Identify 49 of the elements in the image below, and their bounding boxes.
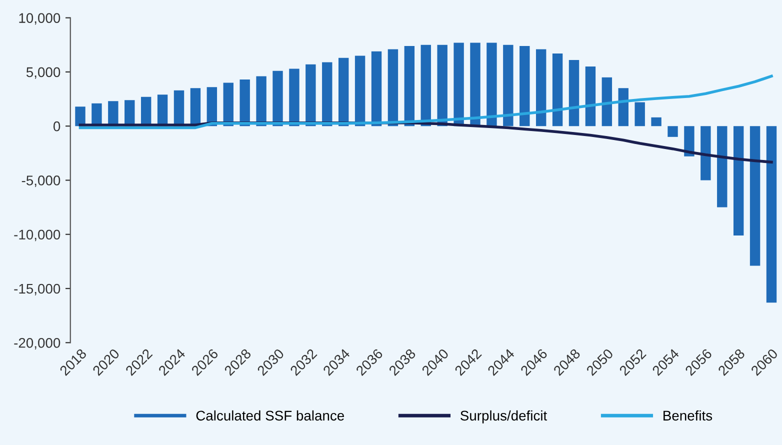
bar (618, 88, 628, 126)
bar (289, 68, 300, 126)
bar (486, 42, 497, 126)
bar (108, 101, 118, 126)
bar (552, 54, 563, 126)
bar (536, 49, 546, 126)
y-tick-label: -5,000 (22, 176, 60, 188)
y-tick-label: -20,000 (14, 338, 60, 350)
bar (733, 126, 744, 236)
bar (634, 102, 645, 126)
bar (174, 90, 184, 126)
bar (338, 58, 349, 126)
y-tick-label: -15,000 (14, 284, 60, 296)
bar (75, 106, 86, 126)
bar (190, 88, 201, 126)
legend-label: Surplus/deficit (460, 410, 548, 424)
y-tick-label: 0 (53, 121, 60, 132)
bar (766, 126, 777, 303)
legend-label: Benefits (664, 410, 712, 421)
bar (272, 70, 283, 126)
bar (388, 49, 398, 126)
bar (684, 126, 694, 156)
legend-label: Calculated SSF balance (196, 410, 344, 421)
bar (256, 76, 266, 126)
bar (371, 51, 382, 126)
bar (602, 77, 612, 126)
bar (700, 126, 711, 180)
bar (240, 80, 250, 126)
bar (503, 44, 514, 126)
y-tick-label: 5,000 (26, 67, 60, 79)
bar (651, 117, 662, 126)
bar (454, 42, 464, 126)
bar (750, 126, 760, 266)
bar (437, 44, 448, 126)
bar (568, 60, 580, 126)
bar (404, 46, 415, 126)
bar (470, 42, 480, 126)
bar (717, 126, 728, 208)
bar (322, 62, 332, 126)
bar (520, 46, 530, 126)
bar (157, 94, 168, 126)
bar (585, 66, 596, 126)
line-series (78, 74, 773, 130)
bar (420, 44, 431, 126)
bar (306, 64, 316, 126)
bar (354, 56, 366, 126)
y-tick-label: -10,000 (14, 230, 60, 242)
bar (668, 126, 678, 137)
y-tick-label: 10,000 (19, 13, 60, 25)
